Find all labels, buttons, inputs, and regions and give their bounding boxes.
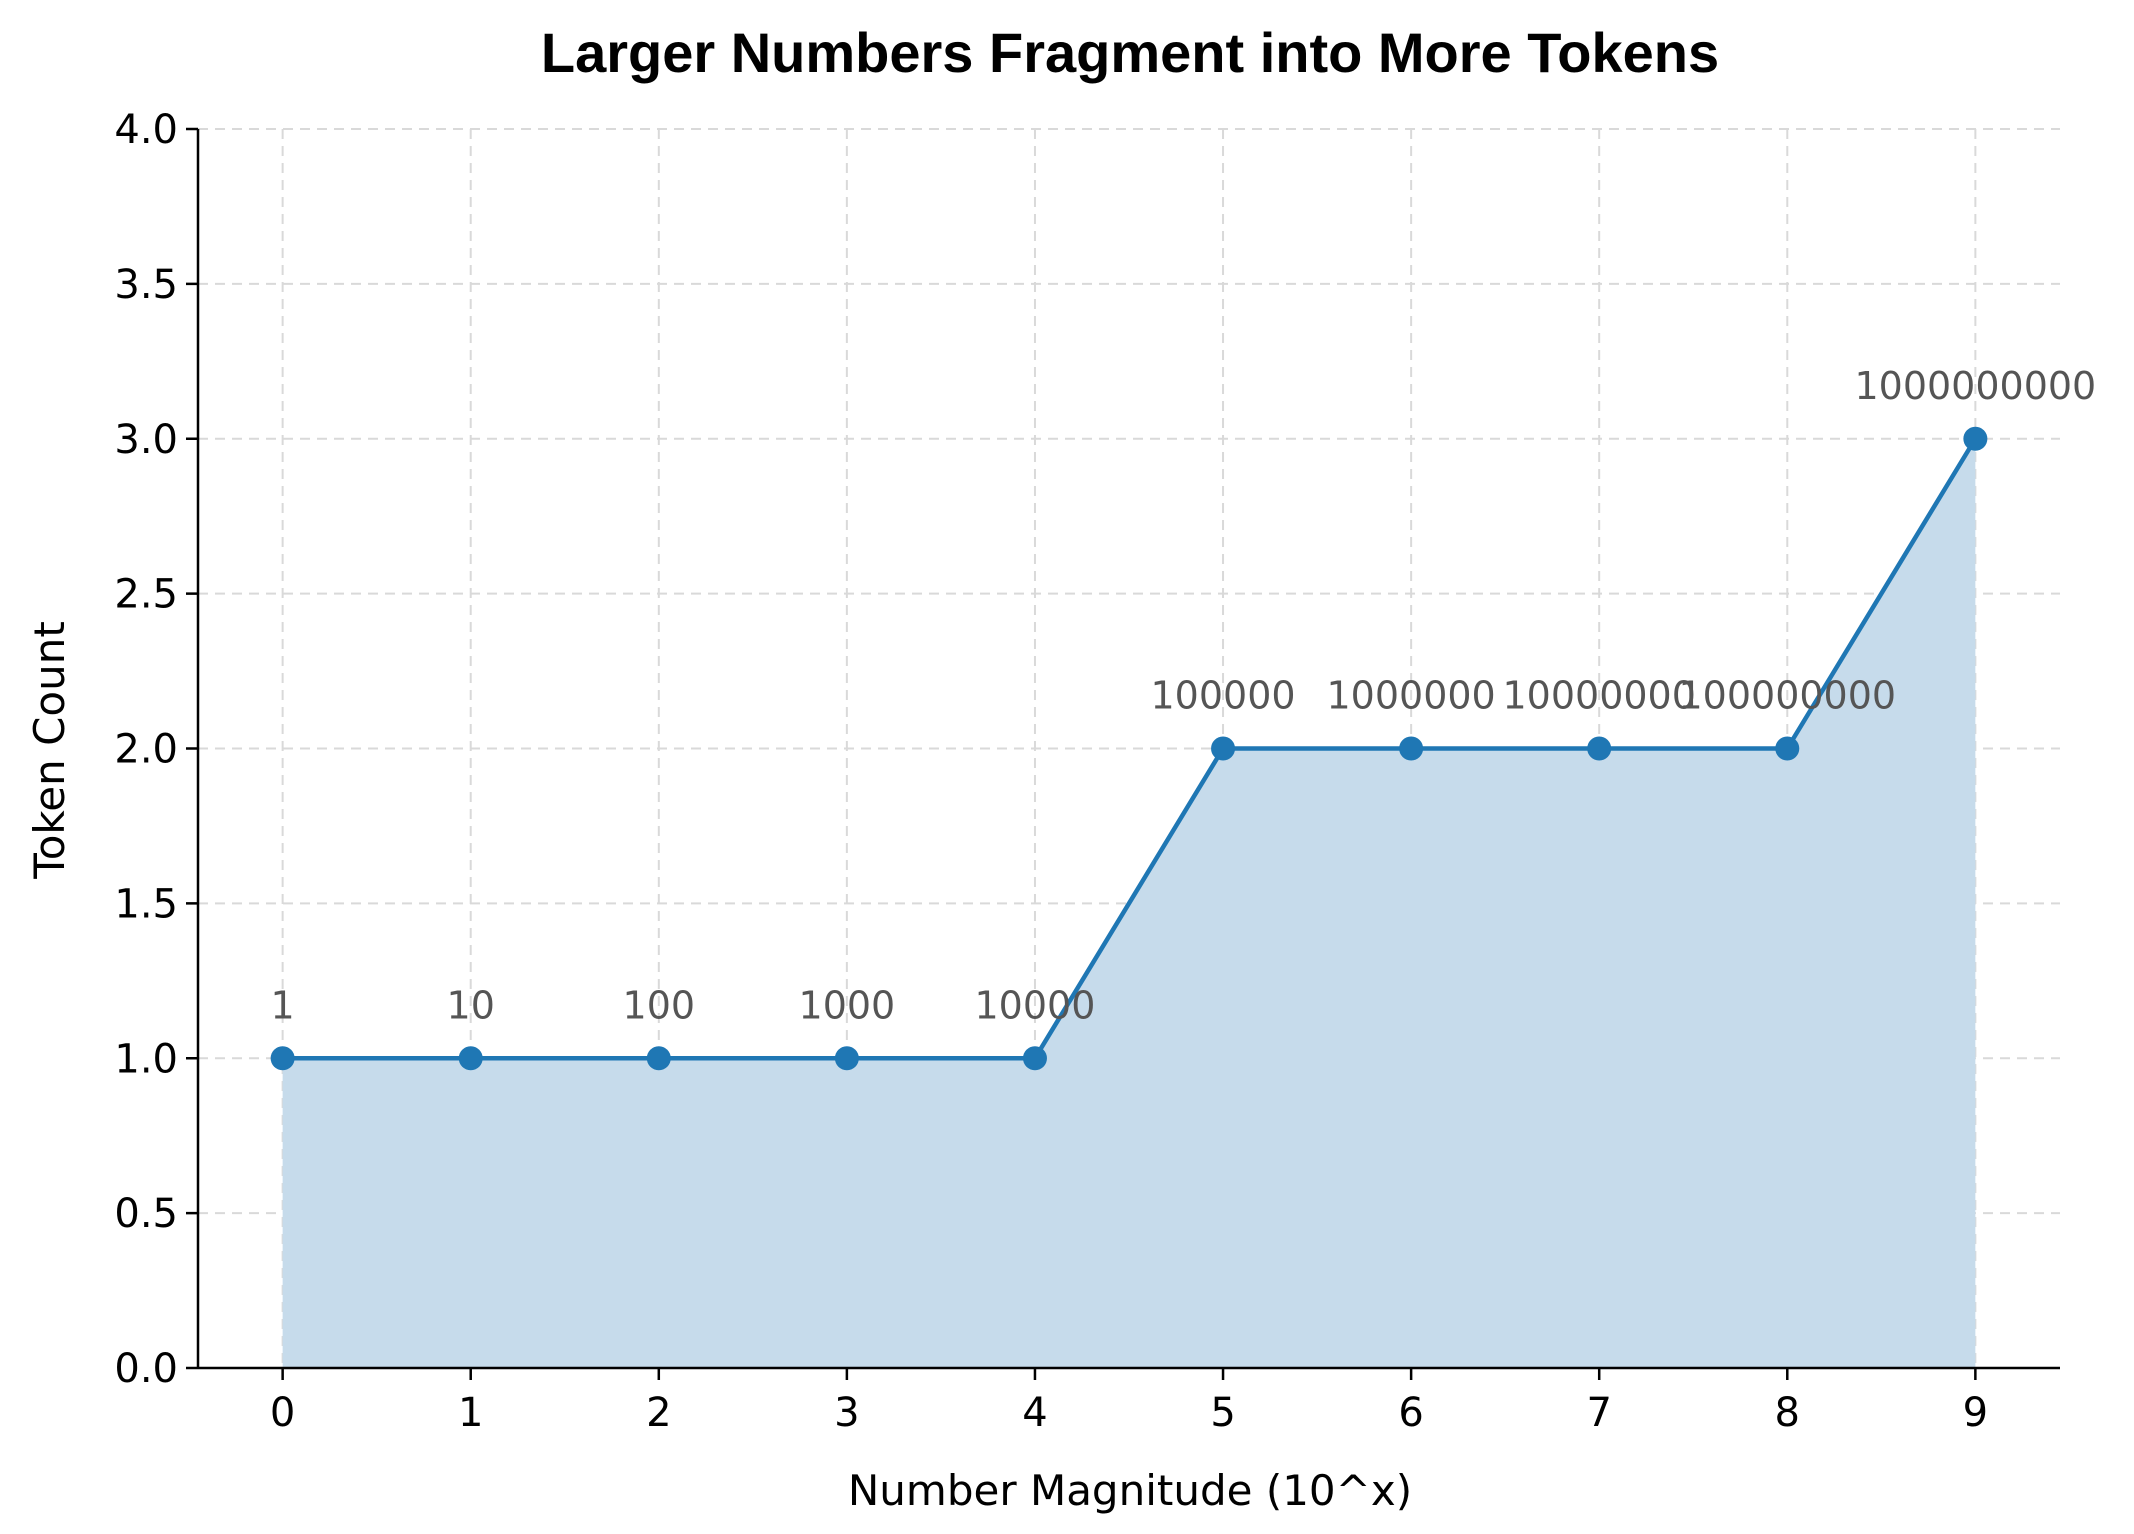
x-tick-label: 0 bbox=[270, 1390, 295, 1436]
data-point bbox=[270, 1046, 295, 1071]
data-point bbox=[834, 1046, 859, 1071]
data-point bbox=[1963, 426, 1988, 451]
chart-title: Larger Numbers Fragment into More Tokens bbox=[541, 21, 1719, 84]
data-point bbox=[646, 1046, 671, 1071]
y-tick-label: 3.5 bbox=[114, 262, 178, 308]
x-tick-label: 5 bbox=[1210, 1390, 1235, 1436]
x-tick-label: 3 bbox=[834, 1390, 859, 1436]
data-point bbox=[1211, 736, 1236, 761]
series-line bbox=[282, 437, 1978, 1061]
data-label: 100000000 bbox=[1678, 674, 1896, 718]
y-tick-label: 2.0 bbox=[114, 727, 178, 773]
y-axis-label: Token Count bbox=[25, 621, 74, 880]
y-tick-label: 4.0 bbox=[114, 107, 178, 153]
data-label: 100000 bbox=[1151, 674, 1296, 718]
data-points bbox=[270, 426, 1988, 1071]
data-label: 10000000 bbox=[1502, 674, 1695, 718]
y-tick-label: 0.0 bbox=[114, 1346, 178, 1392]
axes: 0.0 0.5 1.0 1.5 2.0 2.5 3.0 3.5 4.0 0 1 2 3 4 5 6 7 8 9 bbox=[114, 107, 2060, 1436]
data-label: 1 bbox=[271, 983, 295, 1027]
data-label: 1000000 bbox=[1326, 674, 1495, 718]
data-label: 1000000000 bbox=[1854, 364, 2096, 408]
data-label: 100 bbox=[623, 983, 696, 1027]
series-line-layer bbox=[282, 437, 1978, 1061]
data-label: 10000 bbox=[975, 983, 1096, 1027]
x-tick-label: 6 bbox=[1398, 1390, 1423, 1436]
x-tick-label: 9 bbox=[1963, 1390, 1988, 1436]
data-label: 1000 bbox=[799, 983, 896, 1027]
y-tick-label: 1.5 bbox=[114, 881, 178, 927]
data-point bbox=[1775, 736, 1800, 761]
x-axis-label: Number Magnitude (10^x) bbox=[848, 1466, 1412, 1515]
y-tick-label: 0.5 bbox=[114, 1191, 178, 1237]
x-tick-label: 2 bbox=[646, 1390, 671, 1436]
x-tick-label: 4 bbox=[1022, 1390, 1047, 1436]
x-tick-label: 8 bbox=[1775, 1390, 1800, 1436]
data-point bbox=[1022, 1046, 1047, 1071]
x-tick-label: 1 bbox=[458, 1390, 483, 1436]
data-point bbox=[1399, 736, 1424, 761]
x-tick-label: 7 bbox=[1586, 1390, 1611, 1436]
data-label: 10 bbox=[447, 983, 495, 1027]
y-tick-label: 1.0 bbox=[114, 1036, 178, 1082]
data-point bbox=[1587, 736, 1612, 761]
y-tick-label: 2.5 bbox=[114, 572, 178, 618]
data-point bbox=[458, 1046, 483, 1071]
y-tick-label: 3.0 bbox=[114, 417, 178, 463]
